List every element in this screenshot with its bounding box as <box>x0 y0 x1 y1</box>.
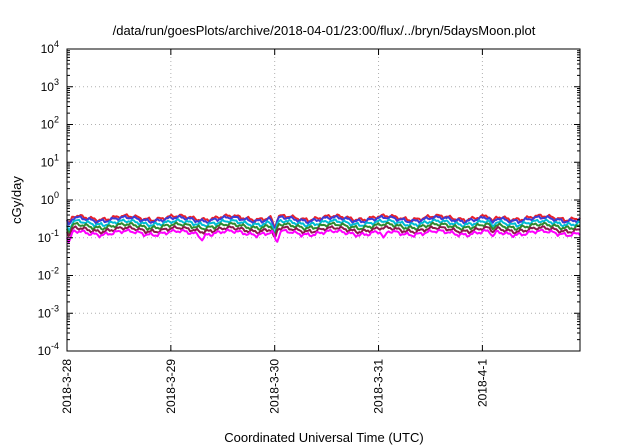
x-tick-label: 2018-3-28 <box>60 359 74 414</box>
x-tick-label: 2018-3-29 <box>164 359 178 414</box>
chart-title: /data/run/goesPlots/archive/2018-04-01/2… <box>113 23 536 38</box>
series-line <box>66 218 581 234</box>
series-group <box>66 213 581 244</box>
series-line <box>66 221 581 235</box>
x-tick-label: 2018-4-1 <box>475 359 489 407</box>
x-axis-label: Coordinated Universal Time (UTC) <box>224 430 423 445</box>
x-tick-label: 2018-3-31 <box>372 359 386 414</box>
y-axis-label: cGy/day <box>9 176 24 224</box>
ticks: 10410310210110010-110-210-310-42018-3-28… <box>38 39 580 414</box>
series-line <box>66 228 581 244</box>
x-tick-label: 2018-3-30 <box>268 359 282 414</box>
series-line <box>66 225 581 238</box>
grid <box>67 49 580 351</box>
series-line <box>66 214 581 229</box>
